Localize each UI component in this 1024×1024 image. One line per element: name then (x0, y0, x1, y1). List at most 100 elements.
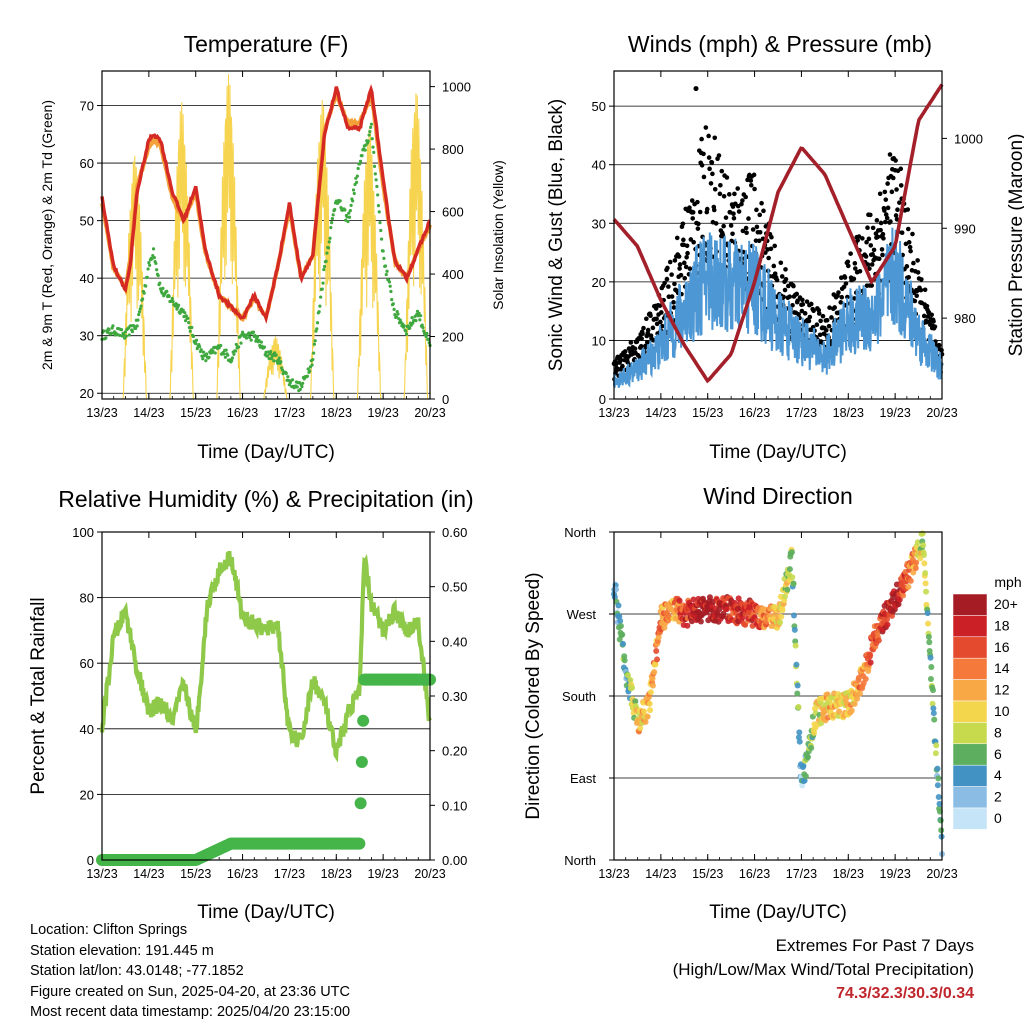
winds-ytick-label: 40 (592, 158, 606, 173)
winds-gust-point (876, 256, 882, 262)
winds-gust-point (677, 266, 682, 271)
winds-gust-point (879, 247, 885, 252)
winds-gust-point (890, 175, 896, 181)
winds-gust-point (898, 166, 904, 172)
humidity-chart (101, 532, 431, 860)
humidity-precip-point (354, 797, 367, 810)
humidity-y2tick-label: 0.10 (442, 798, 467, 813)
temperature-xtick-label: 18/23 (321, 406, 352, 420)
temperature-dewpoint-point (201, 350, 206, 354)
temperature-dewpoint-point (136, 318, 140, 322)
temperature-dewpoint-point (376, 193, 380, 197)
temperature-dewpoint-point (330, 217, 334, 221)
winds-gust-point (654, 316, 659, 322)
direction-direction-point (802, 773, 809, 780)
temperature-dewpoint-point (320, 287, 324, 291)
direction-xtick-label: 16/23 (739, 867, 770, 881)
winds-gust-point (781, 294, 786, 300)
winds-gust-point (870, 252, 875, 257)
direction-direction-point (925, 620, 932, 627)
humidity-ytick-label: 80 (80, 591, 94, 606)
temperature-dewpoint-point (237, 345, 241, 349)
temperature-dewpoint-point (374, 178, 378, 182)
direction-direction-point (652, 661, 659, 668)
winds-gust-point (750, 227, 756, 232)
temperature-dewpoint-point (222, 352, 226, 356)
humidity-ytick-label: 20 (80, 787, 94, 802)
direction-direction-point (796, 738, 803, 745)
temperature-y2tick-label: 0 (442, 392, 449, 407)
winds-gust-point (731, 215, 737, 221)
winds-gust-point (874, 218, 880, 223)
temperature-solar-series (102, 74, 430, 400)
winds-gust-point (674, 235, 680, 241)
winds-gust-point (716, 153, 722, 158)
winds-gust-point (710, 171, 715, 177)
temperature-xlabel: Time (Day/UTC) (197, 442, 335, 463)
direction-direction-point (795, 703, 802, 710)
winds-gust-point (888, 219, 893, 224)
winds-gust-point (817, 332, 823, 338)
winds-ytick-label: 50 (592, 99, 606, 114)
temperature-dewpoint-point (142, 291, 146, 295)
winds-gust-point (699, 136, 704, 142)
direction-legend-label: 14 (994, 660, 1010, 676)
winds-gust-point (787, 294, 793, 299)
winds-xtick-label: 15/23 (692, 406, 723, 420)
winds-gust-point (889, 189, 895, 195)
winds-gust-point (708, 181, 714, 186)
direction-direction-point (655, 634, 662, 641)
winds-gust-point (666, 284, 671, 289)
temperature-dewpoint-point (138, 307, 142, 311)
temperature-dewpoint-point (137, 310, 142, 314)
location-text: Location: Clifton Springs (30, 922, 188, 938)
winds-gust-point (818, 318, 823, 324)
winds-gust-point (911, 260, 916, 266)
temperature-dewpoint-point (201, 357, 205, 361)
winds-gust-point (664, 276, 670, 282)
temperature-dewpoint-point (411, 321, 415, 325)
winds-gust-point (744, 230, 749, 236)
temperature-dewpoint-point (421, 326, 425, 330)
temperature-dewpoint-point (119, 328, 124, 332)
winds-gust-point (724, 175, 730, 180)
direction-direction-point (935, 775, 942, 782)
temperature-dewpoint-point (379, 237, 384, 241)
humidity-xtick-label: 19/23 (368, 867, 399, 881)
temperature-dewpoint-point (387, 280, 391, 284)
winds-gust-point (667, 259, 673, 265)
direction-direction-point (934, 765, 941, 772)
temperature-dewpoint-point (249, 338, 253, 342)
temperature-dewpoint-point (410, 316, 414, 320)
temperature-dewpoint-point (123, 330, 128, 334)
winds-gust-point (757, 229, 763, 235)
temperature-dewpoint-point (389, 289, 393, 294)
winds-y2tick-label: 1000 (954, 131, 983, 146)
direction-direction-point (778, 613, 785, 620)
temperature-dewpoint-point (248, 335, 252, 340)
direction-direction-point (930, 710, 937, 717)
winds-ylabel: Sonic Wind & Gust (Blue, Black) (546, 99, 567, 371)
winds-gust-point (659, 323, 665, 329)
winds-gust-point (887, 152, 893, 157)
direction-direction-point (617, 617, 624, 624)
temperature-dewpoint-point (391, 302, 395, 306)
direction-xtick-label: 14/23 (645, 867, 676, 881)
extremes-title: Extremes For Past 7 Days (775, 936, 974, 955)
temperature-dewpoint-point (139, 304, 143, 308)
direction-direction-point (867, 652, 874, 659)
temperature-dewpoint-point (129, 324, 133, 328)
winds-gust-point (848, 251, 853, 256)
direction-direction-point (649, 682, 656, 689)
temperature-dewpoint-point (104, 336, 108, 340)
temperature-dewpoint-point (328, 236, 332, 240)
temperature-dewpoint-point (347, 211, 351, 215)
direction-direction-point (848, 707, 855, 714)
direction-legend-label: 12 (994, 682, 1010, 698)
humidity-xtick-label: 18/23 (321, 867, 352, 881)
temperature-dewpoint-point (366, 139, 370, 143)
humidity-y2tick-label: 0.50 (442, 580, 467, 595)
temperature-dewpoint-point (167, 294, 171, 298)
winds-gust-point (839, 294, 845, 300)
winds-gust-point (688, 237, 694, 242)
